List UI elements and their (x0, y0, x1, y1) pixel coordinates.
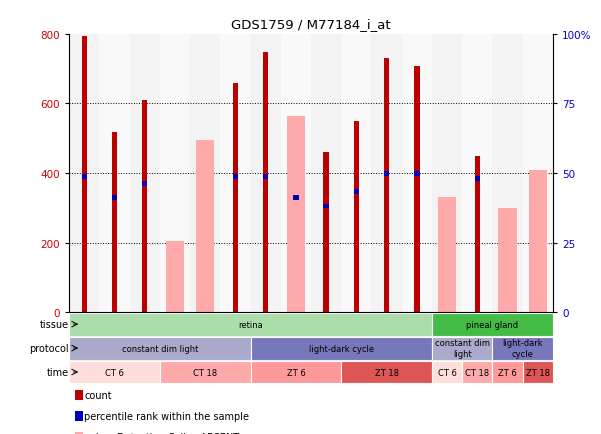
Bar (263, 174, 269, 180)
Bar (263, 53, 269, 312)
Bar (293, 195, 299, 201)
Bar (529, 170, 547, 312)
Bar (281, 35, 311, 312)
Bar (69, 35, 99, 312)
Bar (251, 361, 341, 384)
Text: ZT 18: ZT 18 (374, 368, 398, 377)
Bar (462, 35, 492, 312)
Bar (130, 35, 160, 312)
Text: value, Detection Call = ABSENT: value, Detection Call = ABSENT (84, 432, 240, 434)
Bar (287, 116, 305, 312)
Bar (432, 35, 462, 312)
Bar (384, 172, 389, 177)
Bar (221, 35, 251, 312)
Bar (341, 361, 432, 384)
Bar (498, 208, 517, 312)
Bar (190, 35, 221, 312)
Bar (438, 198, 456, 312)
Bar (251, 337, 432, 360)
Bar (523, 35, 553, 312)
Bar (69, 361, 160, 384)
Bar (112, 195, 117, 201)
Bar (166, 241, 184, 312)
Bar (160, 361, 251, 384)
Bar (371, 35, 401, 312)
Bar (233, 174, 238, 180)
Text: light-dark cycle: light-dark cycle (309, 344, 374, 353)
Bar (69, 313, 432, 336)
Bar (353, 122, 359, 312)
Text: ZT 6: ZT 6 (287, 368, 305, 377)
Text: tissue: tissue (40, 319, 69, 329)
Bar (311, 35, 341, 312)
Text: CT 6: CT 6 (105, 368, 124, 377)
Bar (432, 361, 462, 384)
Text: count: count (84, 390, 112, 400)
Bar (251, 35, 281, 312)
Bar (196, 141, 215, 312)
Text: pineal gland: pineal gland (466, 320, 519, 329)
Bar (384, 59, 389, 312)
Bar (160, 35, 190, 312)
Bar (99, 35, 130, 312)
Text: ZT 18: ZT 18 (526, 368, 550, 377)
Text: CT 6: CT 6 (438, 368, 457, 377)
Bar (323, 153, 329, 312)
Bar (233, 83, 238, 312)
Text: retina: retina (238, 320, 263, 329)
Bar (82, 36, 87, 312)
Bar (492, 35, 523, 312)
Bar (69, 337, 251, 360)
Bar (462, 361, 492, 384)
Bar (475, 176, 480, 181)
Bar (414, 172, 419, 177)
Bar (341, 35, 371, 312)
Bar (323, 204, 329, 209)
Text: light-dark
cycle: light-dark cycle (502, 339, 543, 358)
Text: time: time (47, 367, 69, 377)
Text: constant dim
light: constant dim light (435, 339, 490, 358)
Bar (142, 101, 147, 312)
Title: GDS1759 / M77184_i_at: GDS1759 / M77184_i_at (231, 18, 391, 31)
Text: protocol: protocol (29, 343, 69, 353)
Text: constant dim light: constant dim light (121, 344, 198, 353)
Bar (414, 67, 419, 312)
Text: CT 18: CT 18 (465, 368, 489, 377)
Bar (432, 313, 553, 336)
Bar (112, 133, 117, 312)
Bar (492, 337, 553, 360)
Bar (142, 181, 147, 187)
Bar (432, 337, 492, 360)
Text: ZT 6: ZT 6 (498, 368, 517, 377)
Text: percentile rank within the sample: percentile rank within the sample (84, 411, 249, 421)
Bar (82, 174, 87, 180)
Bar (401, 35, 432, 312)
Bar (353, 189, 359, 194)
Text: CT 18: CT 18 (193, 368, 217, 377)
Bar (523, 361, 553, 384)
Bar (492, 361, 523, 384)
Bar (475, 156, 480, 312)
